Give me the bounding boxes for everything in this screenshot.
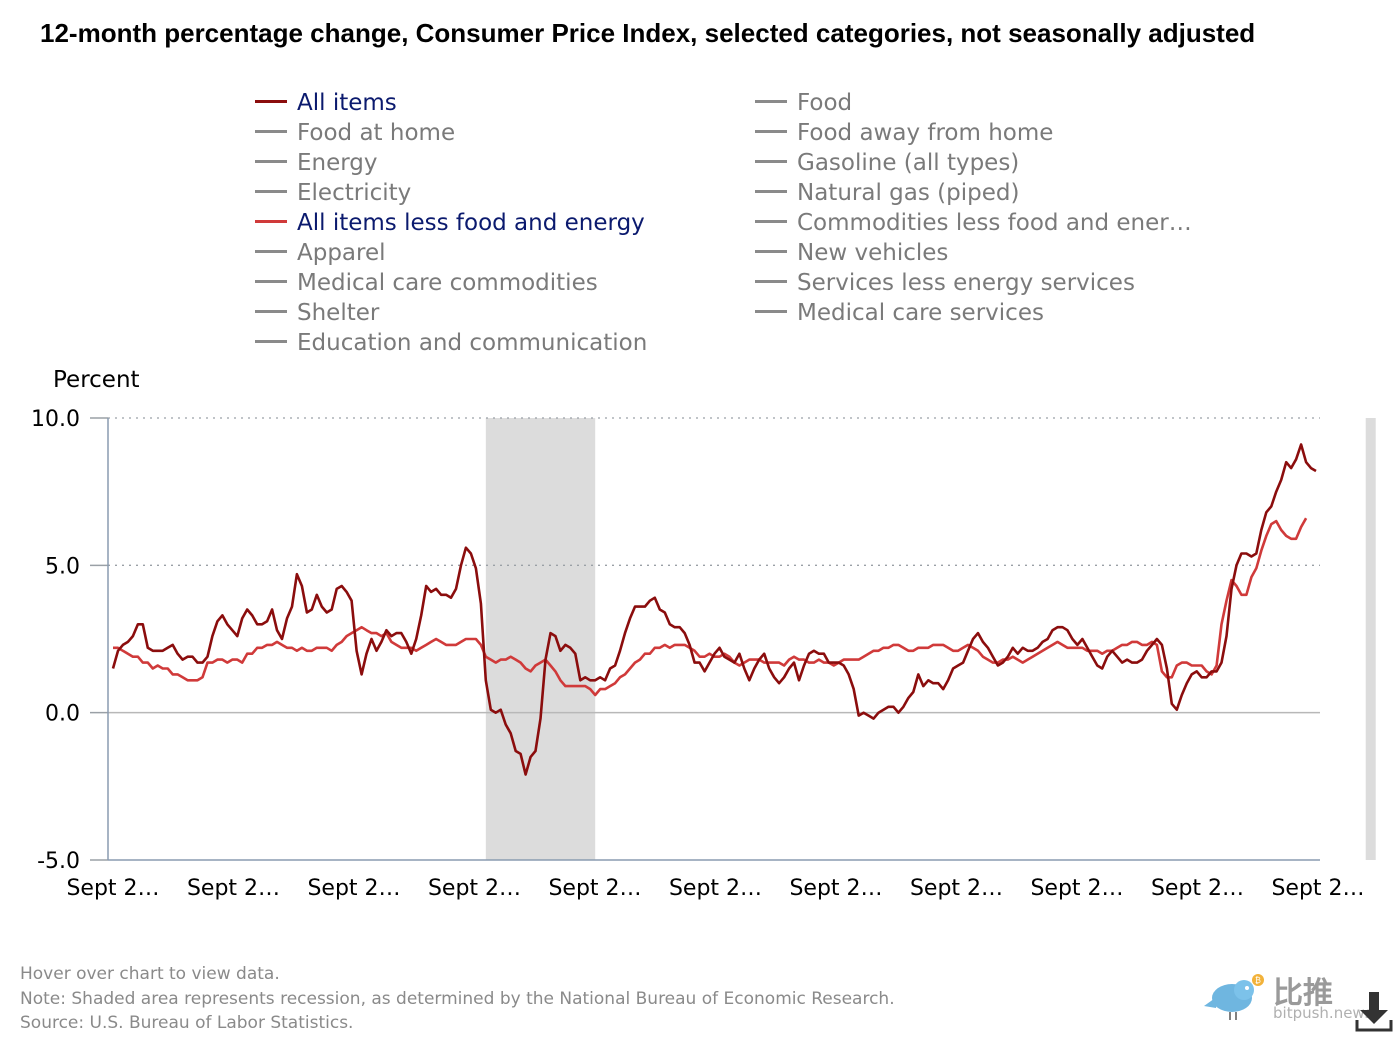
legend-label: Services less energy services — [797, 270, 1135, 296]
y-axis-label: Percent — [53, 367, 140, 393]
legend-label: Medical care commodities — [297, 270, 598, 296]
legend-item[interactable]: Medical care services — [755, 298, 1044, 328]
legend-swatch — [255, 130, 287, 133]
legend-label: All items less food and energy — [297, 210, 645, 236]
legend-label: Apparel — [297, 240, 386, 266]
legend-label: Natural gas (piped) — [797, 180, 1020, 206]
legend-swatch — [255, 250, 287, 253]
x-tick-label: Sept 2… — [187, 876, 280, 901]
legend-item[interactable]: Food at home — [255, 118, 455, 148]
legend-item[interactable]: Apparel — [255, 238, 386, 268]
recession-note: Note: Shaded area represents recession, … — [20, 988, 895, 1009]
legend-item[interactable]: Services less energy services — [755, 268, 1135, 298]
y-tick-label: 5.0 — [45, 554, 80, 579]
legend-item[interactable]: Commodities less food and ener… — [755, 208, 1192, 238]
x-tick-label: Sept 2… — [548, 876, 641, 901]
recession-band — [1365, 418, 1376, 860]
download-button[interactable] — [1354, 990, 1394, 1034]
legend-swatch — [255, 190, 287, 193]
chart-title: 12-month percentage change, Consumer Pri… — [40, 18, 1256, 48]
legend-swatch — [255, 280, 287, 283]
legend-swatch — [755, 280, 787, 283]
x-tick-label: Sept 2… — [66, 876, 159, 901]
legend-swatch — [755, 220, 787, 223]
watermark: ₿ 比推 bitpush.news — [1200, 968, 1373, 1024]
legend-swatch — [755, 310, 787, 313]
legend-item[interactable]: Education and communication — [255, 328, 647, 358]
x-tick-label: Sept 2… — [1030, 876, 1123, 901]
x-tick-label: Sept 2… — [1271, 876, 1364, 901]
series-line — [113, 517, 1308, 697]
legend-label: Electricity — [297, 180, 412, 206]
legend-label: Gasoline (all types) — [797, 150, 1020, 176]
legend-label: Medical care services — [797, 300, 1044, 326]
legend-label: Energy — [297, 150, 378, 176]
x-tick-label: Sept 2… — [428, 876, 521, 901]
legend-label: Food — [797, 90, 853, 116]
legend-item[interactable]: New vehicles — [755, 238, 948, 268]
legend-label: Food away from home — [797, 120, 1054, 146]
y-tick-label: -5.0 — [37, 849, 80, 874]
x-tick-label: Sept 2… — [669, 876, 762, 901]
legend-swatch — [255, 160, 287, 163]
legend-label: All items — [297, 90, 397, 116]
legend-label: New vehicles — [797, 240, 949, 266]
svg-text:₿: ₿ — [1255, 976, 1261, 985]
chart-footer: Hover over chart to view data. Note: Sha… — [20, 962, 1020, 1036]
x-tick-label: Sept 2… — [307, 876, 400, 901]
x-tick-label: Sept 2… — [910, 876, 1003, 901]
legend-item[interactable]: All items — [255, 88, 397, 118]
legend-swatch — [755, 100, 787, 103]
legend-item[interactable]: Electricity — [255, 178, 411, 208]
legend-swatch — [755, 190, 787, 193]
legend-swatch — [255, 100, 287, 103]
legend-swatch — [255, 340, 287, 343]
legend-label: Education and communication — [297, 330, 648, 356]
legend-item[interactable]: Medical care commodities — [255, 268, 598, 298]
recession-band — [485, 418, 596, 860]
x-tick-label: Sept 2… — [789, 876, 882, 901]
legend-swatch — [755, 250, 787, 253]
legend-item[interactable]: All items less food and energy — [255, 208, 645, 238]
legend-label: Commodities less food and ener… — [797, 210, 1192, 236]
x-tick-label: Sept 2… — [1151, 876, 1244, 901]
y-tick-label: 10.0 — [31, 407, 80, 432]
legend-swatch — [755, 160, 787, 163]
chart-legend: All items Food Food at home Food away from … — [255, 88, 1255, 360]
legend-item[interactable]: Shelter — [255, 298, 379, 328]
y-tick-label: 0.0 — [45, 702, 80, 727]
legend-item[interactable]: Natural gas (piped) — [755, 178, 1019, 208]
legend-swatch — [755, 130, 787, 133]
legend-item[interactable]: Food — [755, 88, 852, 118]
series-line — [111, 443, 1317, 776]
legend-item[interactable]: Gasoline (all types) — [755, 148, 1019, 178]
download-icon — [1355, 992, 1393, 1032]
legend-item[interactable]: Food away from home — [755, 118, 1053, 148]
legend-label: Shelter — [297, 300, 380, 326]
watermark-site: bitpush.news — [1273, 1004, 1373, 1022]
hover-hint: Hover over chart to view data. — [20, 964, 280, 984]
legend-swatch — [255, 310, 287, 313]
source-note: Source: U.S. Bureau of Labor Statistics. — [20, 1013, 354, 1033]
legend-label: Food at home — [297, 120, 456, 146]
bird-logo-icon: ₿ — [1204, 974, 1264, 1020]
legend-swatch — [255, 220, 287, 223]
watermark-cn: 比推 — [1273, 976, 1333, 1011]
legend-item[interactable]: Energy — [255, 148, 378, 178]
